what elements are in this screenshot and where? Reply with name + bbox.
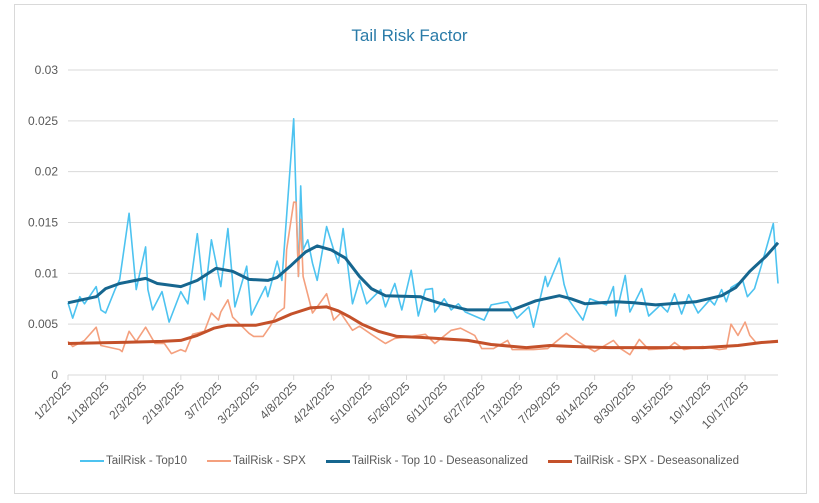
x-tick-label: 1/18/2025 [64,379,112,427]
series-line-2 [67,241,780,312]
x-tick-label: 3/23/2025 [215,379,263,427]
y-tick-label: 0.01 [35,266,59,280]
chart-title: Tail Risk Factor [351,26,468,45]
y-tick-label: 0.02 [35,165,59,179]
y-tick-label: 0.015 [28,216,58,230]
y-tick-label: 0.005 [28,317,58,331]
legend-item-top10-deseasonalized: TailRisk - Top 10 - Deseasonalized [325,455,529,467]
legend-swatch [548,459,573,463]
series-line-1 [67,201,779,356]
legend-item-top10: TailRisk - Top10 [80,455,187,467]
legend-label: TailRisk - Top 10 - Deseasonalized [351,455,529,467]
legend-label: TailRisk - SPX - Deseasonalized [574,455,739,467]
series-line-3 [67,305,779,350]
legend-swatch [80,460,105,462]
x-tick-label: 2/19/2025 [139,379,187,427]
legend: TailRisk - Top10 TailRisk - SPX TailRisk… [0,455,819,467]
y-tick-label: 0 [51,368,58,382]
legend-item-spx-deseasonalized: TailRisk - SPX - Deseasonalized [548,455,739,467]
legend-swatch [325,459,350,463]
legend-label: TailRisk - Top10 [106,455,187,467]
y-tick-label: 0.025 [28,114,58,128]
legend-swatch [206,460,231,462]
legend-label: TailRisk - SPX [232,455,306,467]
y-tick-label: 0.03 [35,63,59,77]
legend-item-spx: TailRisk - SPX [206,455,306,467]
